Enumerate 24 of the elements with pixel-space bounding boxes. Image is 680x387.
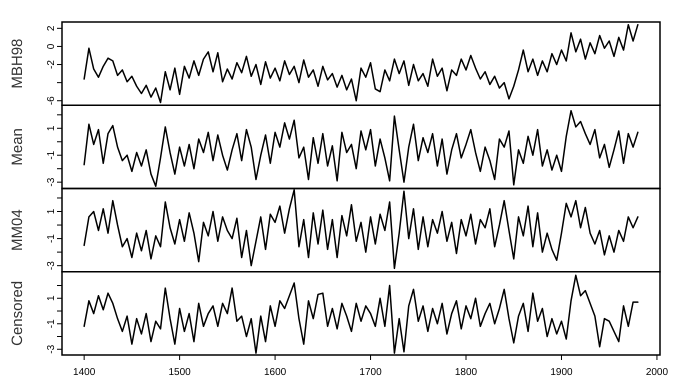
y-tick-label: -1 (46, 318, 57, 328)
y-tick-label: -6 (46, 96, 57, 106)
x-tick-label: 1800 (454, 367, 478, 378)
x-tick-label: 1700 (359, 367, 382, 378)
y-axis-title: Mean (9, 128, 26, 166)
y-axis-title: MBH98 (9, 38, 26, 89)
y-tick-label: 1 (46, 125, 57, 132)
x-tick-label: 1900 (550, 367, 574, 378)
y-tick-label: -3 (46, 344, 57, 354)
y-tick-label: -3 (46, 177, 57, 187)
y-tick-label: 2 (46, 25, 57, 32)
x-tick-label: 1500 (168, 367, 192, 378)
y-tick-label: -1 (46, 234, 57, 244)
y-tick-label: -3 (46, 260, 57, 270)
x-tick-label: 1400 (73, 367, 96, 378)
y-tick-label: -2 (46, 60, 57, 69)
y-axis-title: Censored (9, 280, 26, 346)
y-tick-label: -1 (46, 150, 57, 160)
x-tick-label: 2000 (646, 367, 669, 378)
y-tick-label: 1 (46, 208, 57, 214)
x-tick-label: 1600 (264, 367, 287, 378)
y-tick-label: 1 (46, 295, 57, 302)
y-tick-label: 0 (46, 43, 57, 50)
y-axis-title: MM04 (9, 209, 26, 251)
